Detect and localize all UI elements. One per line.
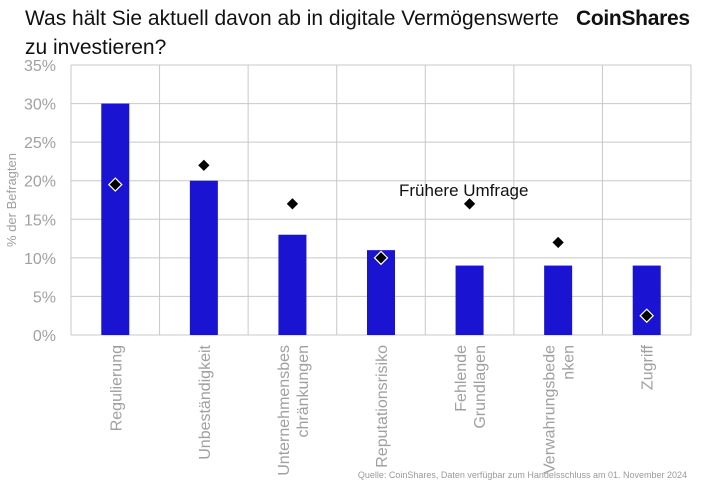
previous-survey-markers (107, 157, 655, 324)
x-tick-label: Fehlende Grundlagen (453, 345, 489, 429)
bar (544, 265, 573, 335)
bar (278, 234, 307, 335)
annotation-previous-survey: Frühere Umfrage (399, 181, 528, 200)
y-tick-label: 35% (24, 58, 56, 75)
previous-survey-marker (285, 196, 300, 212)
y-tick-label: 0% (33, 328, 56, 345)
y-tick-label: 15% (24, 212, 56, 229)
x-tick-label: Unternehmensbes chränkungen (276, 345, 312, 476)
axis-labels: 0% 5% 10% 15% 20% 25% 30% 35% Regulierung Unbestä… (24, 58, 657, 476)
y-tick-label: 5% (33, 289, 56, 306)
y-axis-label: % der Befragten (4, 153, 19, 247)
brand-logo: CoinShares (576, 7, 690, 30)
x-tick-label: Regulierung (108, 345, 125, 431)
y-tick-label: 10% (24, 251, 56, 268)
x-tick-label: Zugriff (640, 344, 657, 390)
bars (101, 103, 661, 335)
chart-title: Was hält Sie aktuell davon ab in digital… (25, 7, 559, 59)
source-note: Quelle: CoinShares, Daten verfügbar zum … (357, 470, 687, 480)
x-tick-label: Reputationsrisiko (374, 345, 391, 468)
y-tick-label: 20% (24, 174, 56, 191)
previous-survey-marker (462, 196, 477, 212)
bar (632, 265, 661, 335)
y-tick-label: 25% (24, 135, 56, 152)
previous-survey-marker (107, 177, 123, 192)
previous-survey-marker (196, 157, 212, 173)
x-tick-label: Unbeständigkeit (197, 344, 214, 459)
y-tick-label: 30% (24, 97, 56, 114)
previous-survey-marker (373, 250, 389, 266)
bar (455, 265, 484, 335)
bar (101, 103, 130, 335)
previous-survey-marker (550, 235, 566, 250)
x-tick-label: Verwahrungsbede nken (542, 345, 578, 474)
bar (189, 180, 218, 335)
previous-survey-marker (639, 308, 655, 324)
